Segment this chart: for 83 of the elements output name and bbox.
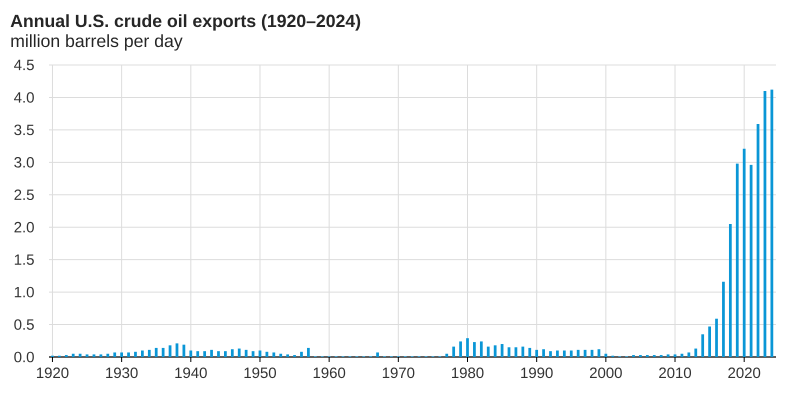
bar xyxy=(508,347,510,357)
chart-subtitle: million barrels per day xyxy=(11,34,183,51)
bar xyxy=(549,351,552,357)
bar xyxy=(570,350,573,357)
bar xyxy=(78,354,82,357)
bar xyxy=(86,354,88,357)
bar xyxy=(687,352,690,357)
y-tick-label: 3.0 xyxy=(14,157,34,168)
bar xyxy=(728,224,732,357)
y-tick-label: 2.5 xyxy=(14,189,34,200)
bar xyxy=(230,349,234,357)
bar xyxy=(452,346,456,357)
x-tick-label: 1920 xyxy=(36,368,68,378)
x-tick-label: 2020 xyxy=(728,368,760,378)
bar xyxy=(562,350,566,357)
bar xyxy=(196,351,200,357)
bar xyxy=(584,350,586,357)
x-tick-label: 1940 xyxy=(175,368,207,378)
bar xyxy=(486,346,490,357)
x-tick-label: 1970 xyxy=(382,368,414,378)
bar xyxy=(376,352,379,357)
y-tick-label: 4.5 xyxy=(14,60,34,70)
bar xyxy=(542,349,545,357)
bar xyxy=(736,164,739,357)
bar xyxy=(674,354,676,357)
y-tick-label: 3.5 xyxy=(14,124,34,136)
x-tick-label: 2000 xyxy=(590,368,622,378)
bar xyxy=(134,352,137,357)
bar xyxy=(92,354,96,357)
bar xyxy=(168,345,172,357)
bar xyxy=(300,352,303,357)
x-tick-label: 1930 xyxy=(106,368,138,378)
bar xyxy=(742,148,746,357)
bar xyxy=(459,341,462,357)
y-tick-label: 4.0 xyxy=(14,92,34,103)
bar xyxy=(176,343,178,357)
bar xyxy=(756,124,760,357)
x-tick-label: 1960 xyxy=(314,368,346,378)
bar xyxy=(252,351,254,357)
x-tick-label: 1990 xyxy=(521,368,553,378)
bar xyxy=(480,341,483,357)
chart-title: Annual U.S. crude oil exports (1920–2024) xyxy=(10,14,360,31)
y-tick-label: 1.5 xyxy=(14,254,34,265)
bar xyxy=(266,352,268,357)
bar xyxy=(722,282,725,357)
bar xyxy=(203,351,206,357)
bar xyxy=(217,351,220,357)
bar xyxy=(141,350,144,357)
y-tick-label: 2.0 xyxy=(14,222,34,233)
x-tick-label: 1950 xyxy=(244,368,276,378)
bar xyxy=(598,349,600,357)
y-tick-label: 0.0 xyxy=(14,352,34,362)
bar xyxy=(556,350,559,357)
bar xyxy=(113,352,116,357)
bar xyxy=(189,350,192,357)
bar xyxy=(500,344,504,357)
bar xyxy=(715,318,718,357)
bar xyxy=(258,350,262,357)
bar xyxy=(466,338,469,357)
bar xyxy=(514,347,518,357)
y-tick-label: 0.5 xyxy=(14,319,34,330)
bar xyxy=(694,348,698,357)
bar xyxy=(708,326,711,357)
bar xyxy=(307,348,310,357)
bar xyxy=(127,352,130,357)
bar xyxy=(590,350,594,357)
bar xyxy=(182,344,186,357)
bar xyxy=(770,90,774,357)
bar xyxy=(99,354,102,357)
bar xyxy=(750,164,752,357)
bar xyxy=(521,346,524,357)
x-tick-label: 2010 xyxy=(659,368,692,378)
y-tick-label: 1.0 xyxy=(14,286,34,298)
x-tick-label: 1980 xyxy=(452,368,484,378)
bar xyxy=(120,352,124,357)
bar xyxy=(764,90,766,357)
bar xyxy=(272,352,276,357)
bar xyxy=(666,354,670,357)
bar xyxy=(680,354,684,357)
bar xyxy=(224,351,227,357)
bar xyxy=(210,350,213,357)
bar xyxy=(473,342,476,357)
bar xyxy=(238,348,241,357)
